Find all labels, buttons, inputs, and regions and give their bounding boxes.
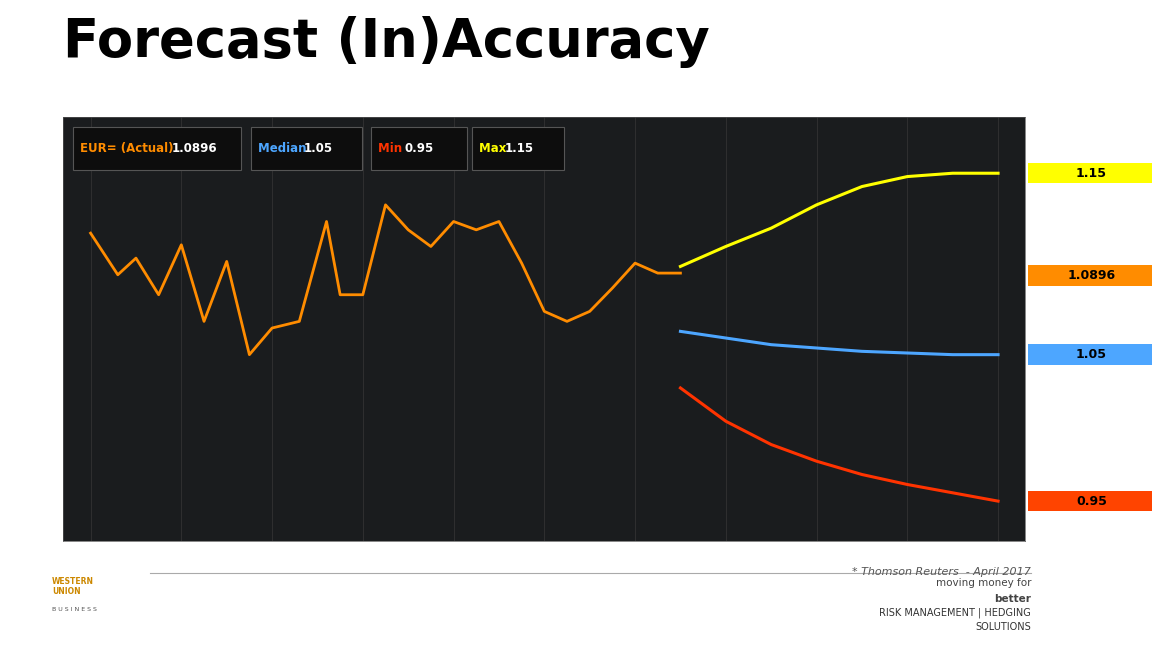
FancyBboxPatch shape — [1028, 491, 1152, 511]
Text: WESTERN
UNION: WESTERN UNION — [52, 577, 93, 596]
Text: 1.0896: 1.0896 — [172, 142, 217, 155]
Text: Max: Max — [479, 142, 510, 155]
FancyBboxPatch shape — [1028, 345, 1152, 365]
FancyBboxPatch shape — [1028, 163, 1152, 183]
Text: 1.0896: 1.0896 — [1068, 269, 1115, 282]
Text: SOLUTIONS: SOLUTIONS — [976, 622, 1031, 632]
Text: USD: USD — [1039, 100, 1068, 113]
Text: 0.98: 0.98 — [1036, 452, 1062, 465]
Text: * Thomson Reuters  - April 2017: * Thomson Reuters - April 2017 — [852, 567, 1031, 577]
Text: B U S I N E S S: B U S I N E S S — [52, 607, 97, 612]
FancyBboxPatch shape — [472, 127, 563, 170]
Text: better: better — [994, 594, 1031, 604]
Text: 1.10: 1.10 — [1036, 251, 1062, 264]
Text: 1.04: 1.04 — [1036, 351, 1062, 364]
Text: 1.14: 1.14 — [1036, 185, 1062, 198]
Text: 1.05: 1.05 — [303, 142, 333, 155]
Text: 1.16: 1.16 — [1036, 152, 1062, 165]
Text: 1.05: 1.05 — [1076, 348, 1107, 361]
Text: 1.15: 1.15 — [505, 142, 535, 155]
Text: 1.06: 1.06 — [1036, 318, 1062, 331]
Text: 1.15: 1.15 — [1076, 167, 1107, 179]
Text: Median: Median — [258, 142, 310, 155]
Text: moving money for: moving money for — [935, 578, 1031, 588]
Text: 1.00: 1.00 — [1036, 418, 1062, 431]
Text: Min: Min — [378, 142, 407, 155]
Text: EUR= (Actual): EUR= (Actual) — [79, 142, 177, 155]
Text: 1.12: 1.12 — [1036, 218, 1062, 231]
Text: Price: Price — [1039, 87, 1075, 100]
Text: 1.08: 1.08 — [1036, 285, 1062, 298]
Text: Forecast (In)Accuracy: Forecast (In)Accuracy — [63, 16, 710, 68]
FancyBboxPatch shape — [1028, 265, 1152, 286]
Text: RISK MANAGEMENT | HEDGING: RISK MANAGEMENT | HEDGING — [879, 608, 1031, 618]
Text: 0.95: 0.95 — [1036, 502, 1062, 515]
Text: 0.95: 0.95 — [404, 142, 433, 155]
FancyBboxPatch shape — [251, 127, 362, 170]
Text: 0.95: 0.95 — [1076, 494, 1107, 507]
FancyBboxPatch shape — [371, 127, 468, 170]
FancyBboxPatch shape — [73, 127, 241, 170]
Text: 1.02: 1.02 — [1036, 385, 1062, 398]
